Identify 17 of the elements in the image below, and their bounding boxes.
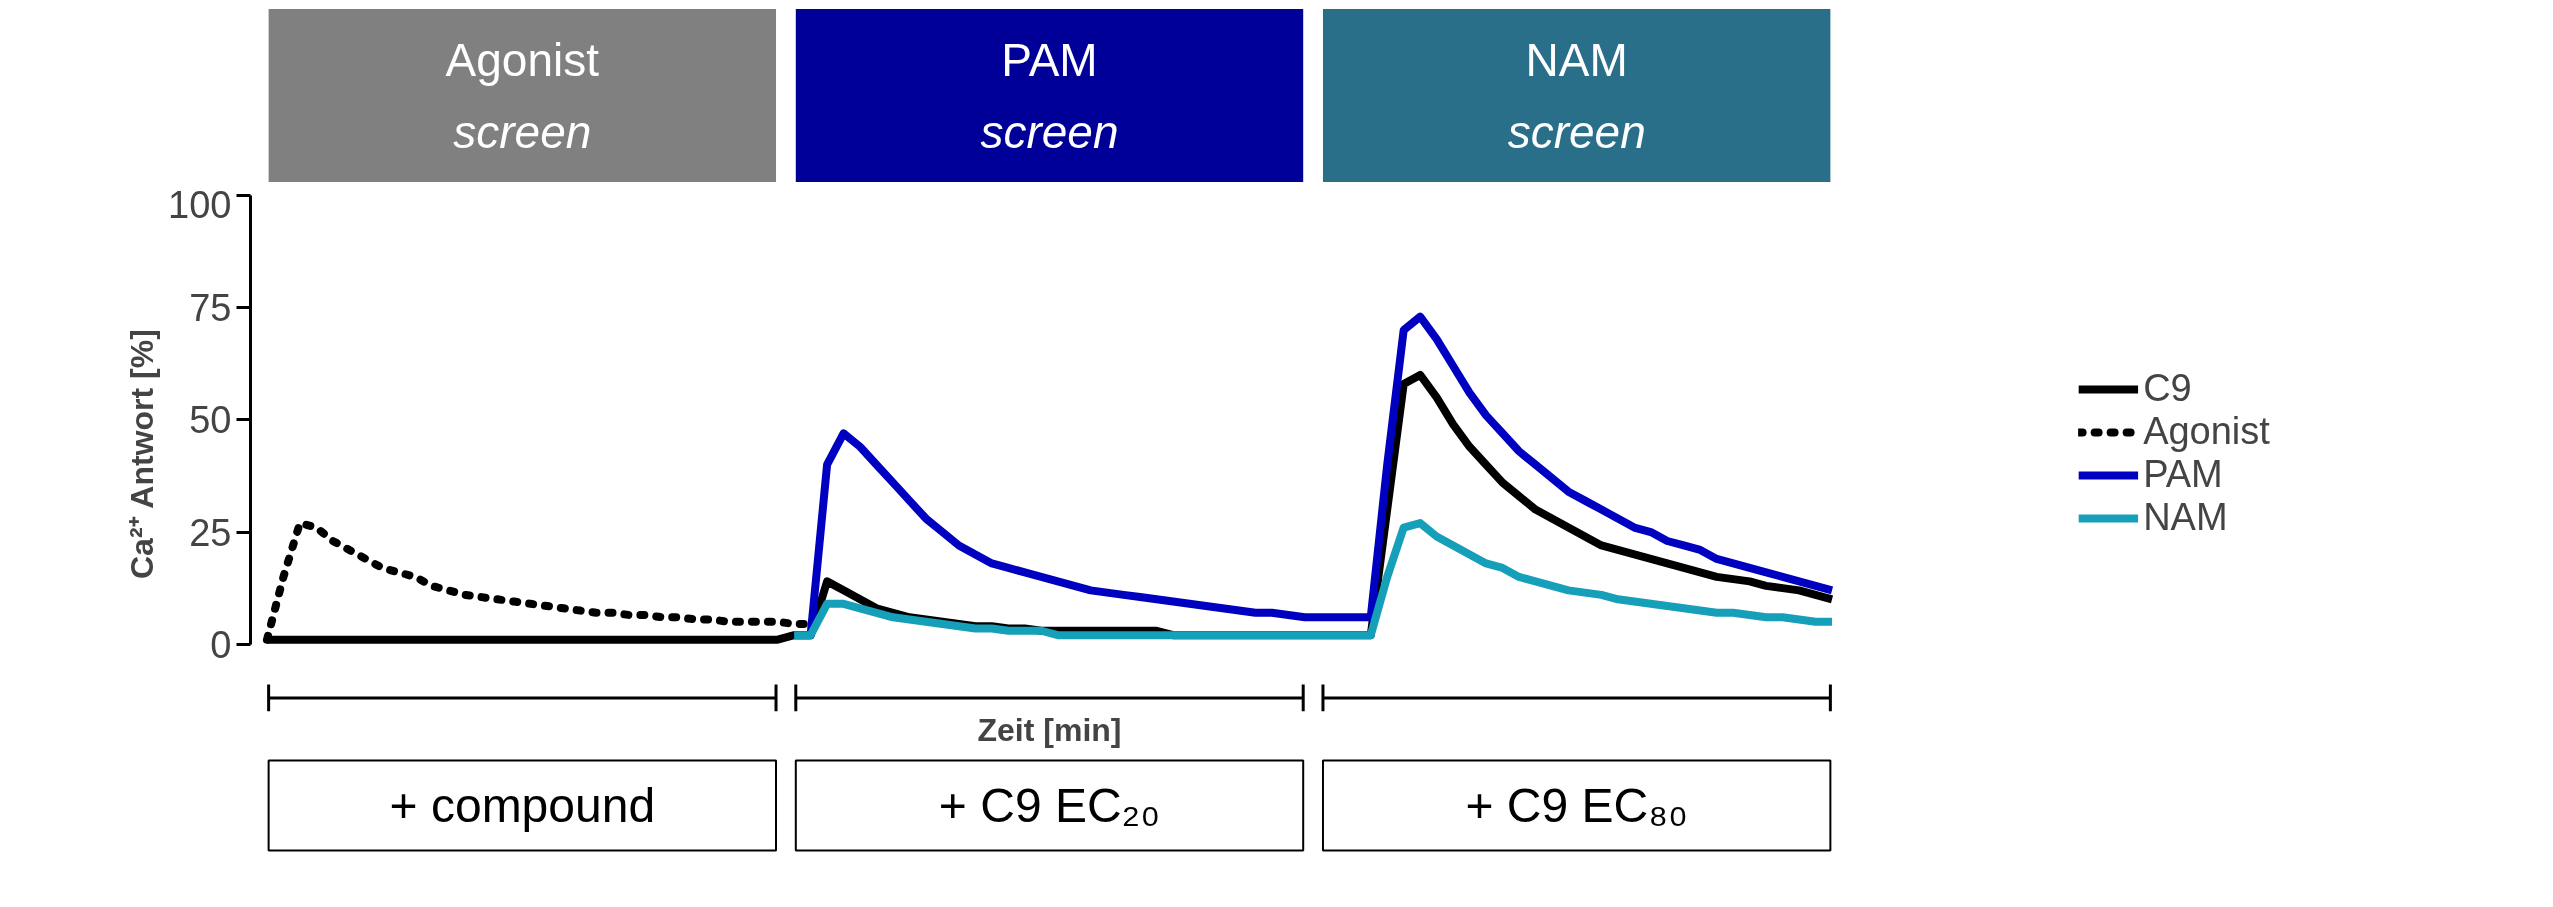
text: + C9 EC₂₀ bbox=[938, 779, 1161, 832]
y-axis-title: Ca²⁺ Antwort [%] bbox=[124, 329, 161, 579]
text: + C9 EC₈₀ bbox=[1465, 779, 1688, 832]
x-axis-title: Zeit [min] bbox=[977, 711, 1122, 748]
text: NAM screen bbox=[1507, 33, 1646, 158]
y-tick-label: 25 bbox=[189, 511, 232, 554]
y-tick-label: 75 bbox=[189, 287, 232, 330]
y-tick-label: 100 bbox=[168, 183, 232, 226]
y-tick-label: 50 bbox=[189, 399, 232, 442]
y-tick-label: 0 bbox=[210, 623, 232, 666]
legend-label: PAM bbox=[2143, 453, 2223, 496]
legend-label: C9 bbox=[2143, 367, 2192, 410]
legend-label: NAM bbox=[2143, 496, 2228, 539]
text: + compound bbox=[389, 779, 656, 832]
legend-label: Agonist bbox=[2143, 410, 2270, 453]
text: Agonist screen bbox=[445, 33, 600, 158]
text: PAM screen bbox=[980, 33, 1119, 158]
